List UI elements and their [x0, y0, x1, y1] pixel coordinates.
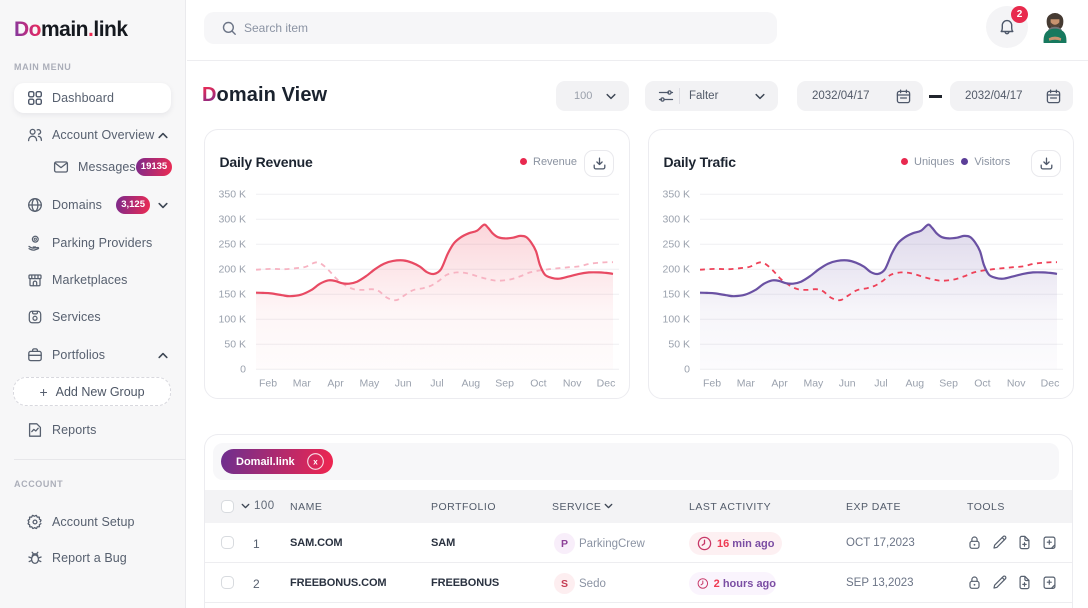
- svg-text:Oct: Oct: [974, 378, 990, 390]
- svg-text:May: May: [359, 378, 380, 390]
- svg-text:Jul: Jul: [430, 378, 443, 390]
- svg-text:200 K: 200 K: [663, 264, 690, 276]
- svg-text:Mar: Mar: [293, 378, 312, 390]
- svg-text:x: x: [313, 458, 318, 467]
- svg-text:Nov: Nov: [563, 378, 582, 390]
- svg-text:100 K: 100 K: [663, 314, 690, 326]
- svg-text:Dec: Dec: [1041, 378, 1060, 390]
- svg-text:50 K: 50 K: [668, 339, 690, 351]
- svg-text:0: 0: [240, 364, 246, 376]
- svg-text:Nov: Nov: [1007, 378, 1026, 390]
- svg-text:250 K: 250 K: [663, 239, 690, 251]
- svg-text:Feb: Feb: [259, 378, 277, 390]
- svg-text:May: May: [803, 378, 824, 390]
- svg-text:Sep: Sep: [939, 378, 958, 390]
- svg-text:Jun: Jun: [839, 378, 856, 390]
- svg-text:Aug: Aug: [905, 378, 924, 390]
- svg-text:300 K: 300 K: [663, 214, 690, 226]
- svg-text:150 K: 150 K: [663, 289, 690, 301]
- svg-text:200 K: 200 K: [219, 264, 246, 276]
- svg-text:Oct: Oct: [530, 378, 546, 390]
- svg-text:Mar: Mar: [737, 378, 756, 390]
- svg-text:Apr: Apr: [327, 378, 344, 390]
- svg-text:300 K: 300 K: [219, 214, 246, 226]
- svg-text:350 K: 350 K: [663, 189, 690, 201]
- svg-text:250 K: 250 K: [219, 239, 246, 251]
- svg-text:Feb: Feb: [703, 378, 721, 390]
- svg-text:Dec: Dec: [597, 378, 616, 390]
- svg-text:Aug: Aug: [461, 378, 480, 390]
- svg-text:Apr: Apr: [771, 378, 788, 390]
- svg-text:Jun: Jun: [395, 378, 412, 390]
- svg-text:350 K: 350 K: [219, 189, 246, 201]
- svg-text:Sep: Sep: [495, 378, 514, 390]
- svg-text:100 K: 100 K: [219, 314, 246, 326]
- svg-text:50 K: 50 K: [224, 339, 246, 351]
- svg-text:Jul: Jul: [874, 378, 887, 390]
- svg-text:0: 0: [684, 364, 690, 376]
- svg-text:150 K: 150 K: [219, 289, 246, 301]
